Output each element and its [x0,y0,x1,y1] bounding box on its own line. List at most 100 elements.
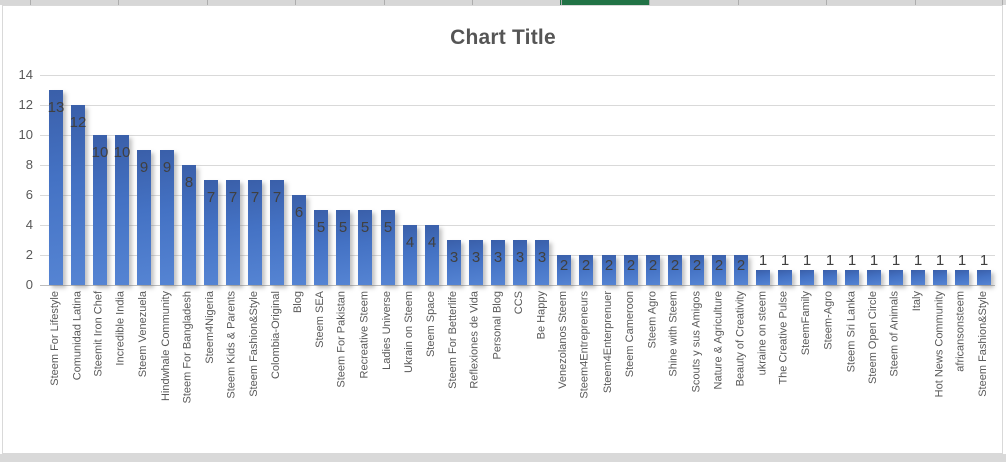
sheet-bottom-strip [0,454,1006,462]
category-label: Personal Blog [491,291,503,360]
category-label: CCS [513,291,525,315]
gridline [40,75,995,76]
bar-value-label: 1 [758,252,768,269]
bar[interactable] [845,270,859,285]
bar[interactable] [270,180,284,285]
bar[interactable] [734,255,748,285]
gridline [40,135,995,136]
category-label: Hindwhale Community [160,291,172,402]
bar[interactable] [226,180,240,285]
column-separator-tick [30,0,31,5]
bar-value-label: 2 [670,257,680,274]
bar[interactable] [491,240,505,285]
y-tick-label: 4 [25,217,33,232]
y-tick-label: 10 [18,127,33,142]
bar[interactable] [182,165,196,285]
category-label: Steem4Nigeria [204,291,216,364]
bar[interactable] [800,270,814,285]
bar[interactable] [381,210,395,285]
category-label: Steem For Lifestyle [49,291,61,386]
bar[interactable] [93,135,107,285]
category-label: ukraine on steem [756,291,768,376]
category-label: Steem For Pakistan [336,291,348,388]
chart-title[interactable]: Chart Title [450,26,556,49]
bar[interactable] [535,240,549,285]
column-separator-tick [295,0,296,5]
bar[interactable] [115,135,129,285]
category-label: Shine with Steem [668,291,680,377]
bar-value-label: 9 [139,159,149,176]
bar-value-label: 9 [162,159,172,176]
bar[interactable] [204,180,218,285]
bar[interactable] [248,180,262,285]
bar[interactable] [49,90,63,285]
bar[interactable] [336,210,350,285]
category-label: Steem Fashion&Style [977,291,989,397]
bar[interactable] [447,240,461,285]
bar[interactable] [624,255,638,285]
column-separator-tick [384,0,385,5]
bar[interactable] [778,270,792,285]
bar[interactable] [955,270,969,285]
bar[interactable] [977,270,991,285]
bar-value-label: 2 [648,257,658,274]
bar[interactable] [314,210,328,285]
category-label: Steem4Entrepreneurs [579,291,591,399]
bar[interactable] [469,240,483,285]
bar-value-label: 8 [184,174,194,191]
selected-column-indicator [560,0,649,5]
y-tick-label: 12 [18,97,33,112]
category-label: Be Happy [535,291,547,340]
category-label: Steem Kids & Parents [226,291,238,399]
category-label: The Creative Pulse [778,291,790,385]
bar[interactable] [513,240,527,285]
bar-value-label: 5 [316,219,326,236]
bar[interactable] [358,210,372,285]
bar-value-label: 1 [913,252,923,269]
bar-value-label: 4 [405,234,415,251]
category-label: Recreative Steem [358,291,370,379]
bar[interactable] [933,270,947,285]
bar[interactable] [668,255,682,285]
bar[interactable] [425,225,439,285]
category-label: Steem Agro [646,291,658,349]
bar-value-label: 1 [891,252,901,269]
column-separator-tick [826,0,827,5]
category-label: Steem Cameroon [624,291,636,378]
column-separator-tick [738,0,739,5]
category-label: Steem4Enterprenuer [602,291,614,394]
bar[interactable] [911,270,925,285]
bar[interactable] [889,270,903,285]
category-label: Scouts y sus Amigos [690,291,702,393]
bar[interactable] [823,270,837,285]
category-label: Comunidad Latina [71,291,83,381]
bar[interactable] [756,270,770,285]
gridline [40,195,995,196]
sheet-column-header-strip [0,0,1006,5]
bar-value-label: 2 [692,257,702,274]
bar-value-label: 7 [272,189,282,206]
bar[interactable] [71,105,85,285]
bar[interactable] [160,150,174,285]
bar[interactable] [646,255,660,285]
category-label: Steem Open Circle [867,291,879,384]
bar[interactable] [292,195,306,285]
bar[interactable] [690,255,704,285]
bar-value-label: 7 [250,189,260,206]
bar[interactable] [403,225,417,285]
bar[interactable] [557,255,571,285]
gridline [40,225,995,226]
bar[interactable] [867,270,881,285]
x-axis-line [40,285,995,286]
bar[interactable] [137,150,151,285]
bar-value-label: 1 [825,252,835,269]
bar-value-label: 1 [780,252,790,269]
bar[interactable] [579,255,593,285]
category-label: Steem Space [425,291,437,358]
y-tick-label: 0 [25,277,33,292]
bar[interactable] [602,255,616,285]
column-separator-tick [472,0,473,5]
bar-value-label: 12 [69,114,87,131]
bar[interactable] [712,255,726,285]
